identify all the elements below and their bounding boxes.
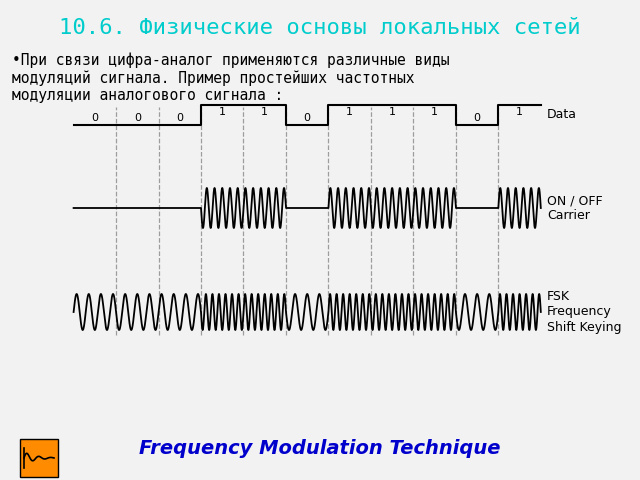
Bar: [20, 439, 58, 477]
Text: модуляций сигнала. Пример простейших частотных: модуляций сигнала. Пример простейших час…: [12, 70, 415, 85]
Text: 1: 1: [346, 107, 353, 117]
Text: 1: 1: [261, 107, 268, 117]
Text: 0: 0: [474, 113, 481, 123]
Text: 0: 0: [134, 113, 141, 123]
Text: 1: 1: [219, 107, 226, 117]
Text: ON / OFF
Carrier: ON / OFF Carrier: [547, 194, 602, 222]
Text: 0: 0: [92, 113, 99, 123]
Text: Data: Data: [547, 108, 577, 121]
Text: 1: 1: [516, 107, 523, 117]
Text: 10.6. Физические основы локальных сетей: 10.6. Физические основы локальных сетей: [59, 18, 581, 38]
Text: 1: 1: [388, 107, 396, 117]
Text: 0: 0: [176, 113, 183, 123]
Text: 0: 0: [304, 113, 310, 123]
Text: FSK
Frequency
Shift Keying: FSK Frequency Shift Keying: [547, 290, 621, 334]
Text: •При связи цифра-аналог применяются различные виды: •При связи цифра-аналог применяются разл…: [12, 52, 449, 68]
Text: 1: 1: [431, 107, 438, 117]
Text: Frequency Modulation Technique: Frequency Modulation Technique: [140, 439, 500, 457]
Text: модуляции аналогового сигнала :: модуляции аналогового сигнала :: [12, 88, 284, 103]
